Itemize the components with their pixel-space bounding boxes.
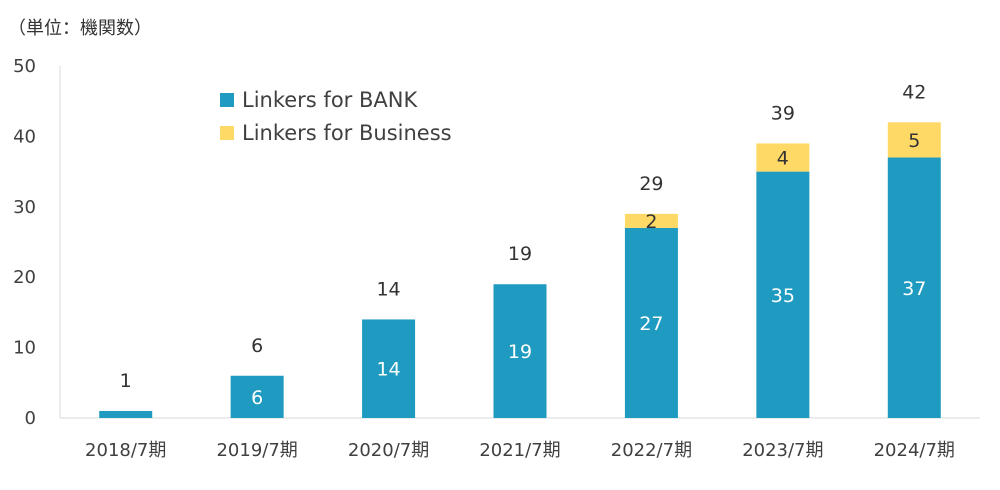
- bar-segment: [624, 227, 678, 418]
- segment-label: 14: [376, 359, 400, 381]
- legend-label: Linkers for BANK: [242, 88, 418, 112]
- x-tick-label: 2023/7期: [742, 440, 823, 461]
- y-tick-label: 40: [13, 126, 36, 147]
- y-tick-label: 50: [13, 56, 36, 77]
- legend-label: Linkers for Business: [242, 121, 452, 145]
- total-label: 19: [508, 243, 532, 265]
- legend-swatch: [220, 93, 234, 107]
- y-tick-label: 0: [25, 408, 36, 429]
- unit-label: （単位：機関数）: [8, 18, 152, 39]
- total-label: 42: [902, 81, 926, 103]
- x-tick-label: 2024/7期: [874, 440, 955, 461]
- bar-segment: [99, 410, 153, 418]
- y-tick-label: 30: [13, 197, 36, 218]
- x-tick-labels: 2018/7期 2019/7期 2020/7期 2021/7期 2022/7期 2023/…: [85, 440, 955, 461]
- bar-segment: [887, 122, 941, 158]
- segment-label: 19: [508, 341, 532, 363]
- segment-label: 37: [902, 278, 926, 300]
- total-label: 14: [376, 278, 400, 300]
- bar-segment: [362, 319, 416, 418]
- segment-label: 35: [771, 285, 795, 307]
- data-labels: 1 6 6 14 14 19 19 27 2 29 35 4 39 37 5 42: [120, 81, 927, 409]
- segment-label: 6: [251, 387, 263, 409]
- bars: [99, 122, 941, 418]
- bar-segment: [493, 284, 547, 418]
- total-label: 1: [120, 370, 132, 392]
- y-tick-label: 10: [13, 338, 36, 359]
- bar-segment: [756, 171, 810, 418]
- total-label: 6: [251, 335, 263, 357]
- legend-swatch: [220, 126, 234, 140]
- segment-label: 2: [645, 211, 657, 233]
- x-tick-label: 2019/7期: [216, 440, 297, 461]
- segment-label: 4: [777, 148, 789, 170]
- x-tick-label: 2018/7期: [85, 440, 166, 461]
- bar-segment: [887, 157, 941, 418]
- x-tick-label: 2020/7期: [348, 440, 429, 461]
- x-tick-label: 2021/7期: [479, 440, 560, 461]
- segment-label: 5: [908, 130, 920, 152]
- legend: Linkers for BANK Linkers for Business: [220, 88, 452, 145]
- x-tick-label: 2022/7期: [611, 440, 692, 461]
- bar-segment: [624, 213, 678, 228]
- bar-segment: [230, 375, 284, 418]
- segment-label: 27: [639, 313, 663, 335]
- y-tick-labels: 0 10 20 30 40 50: [13, 56, 36, 429]
- bar-segment: [756, 143, 810, 172]
- total-label: 29: [639, 173, 663, 195]
- y-tick-label: 20: [13, 267, 36, 288]
- total-label: 39: [771, 102, 795, 124]
